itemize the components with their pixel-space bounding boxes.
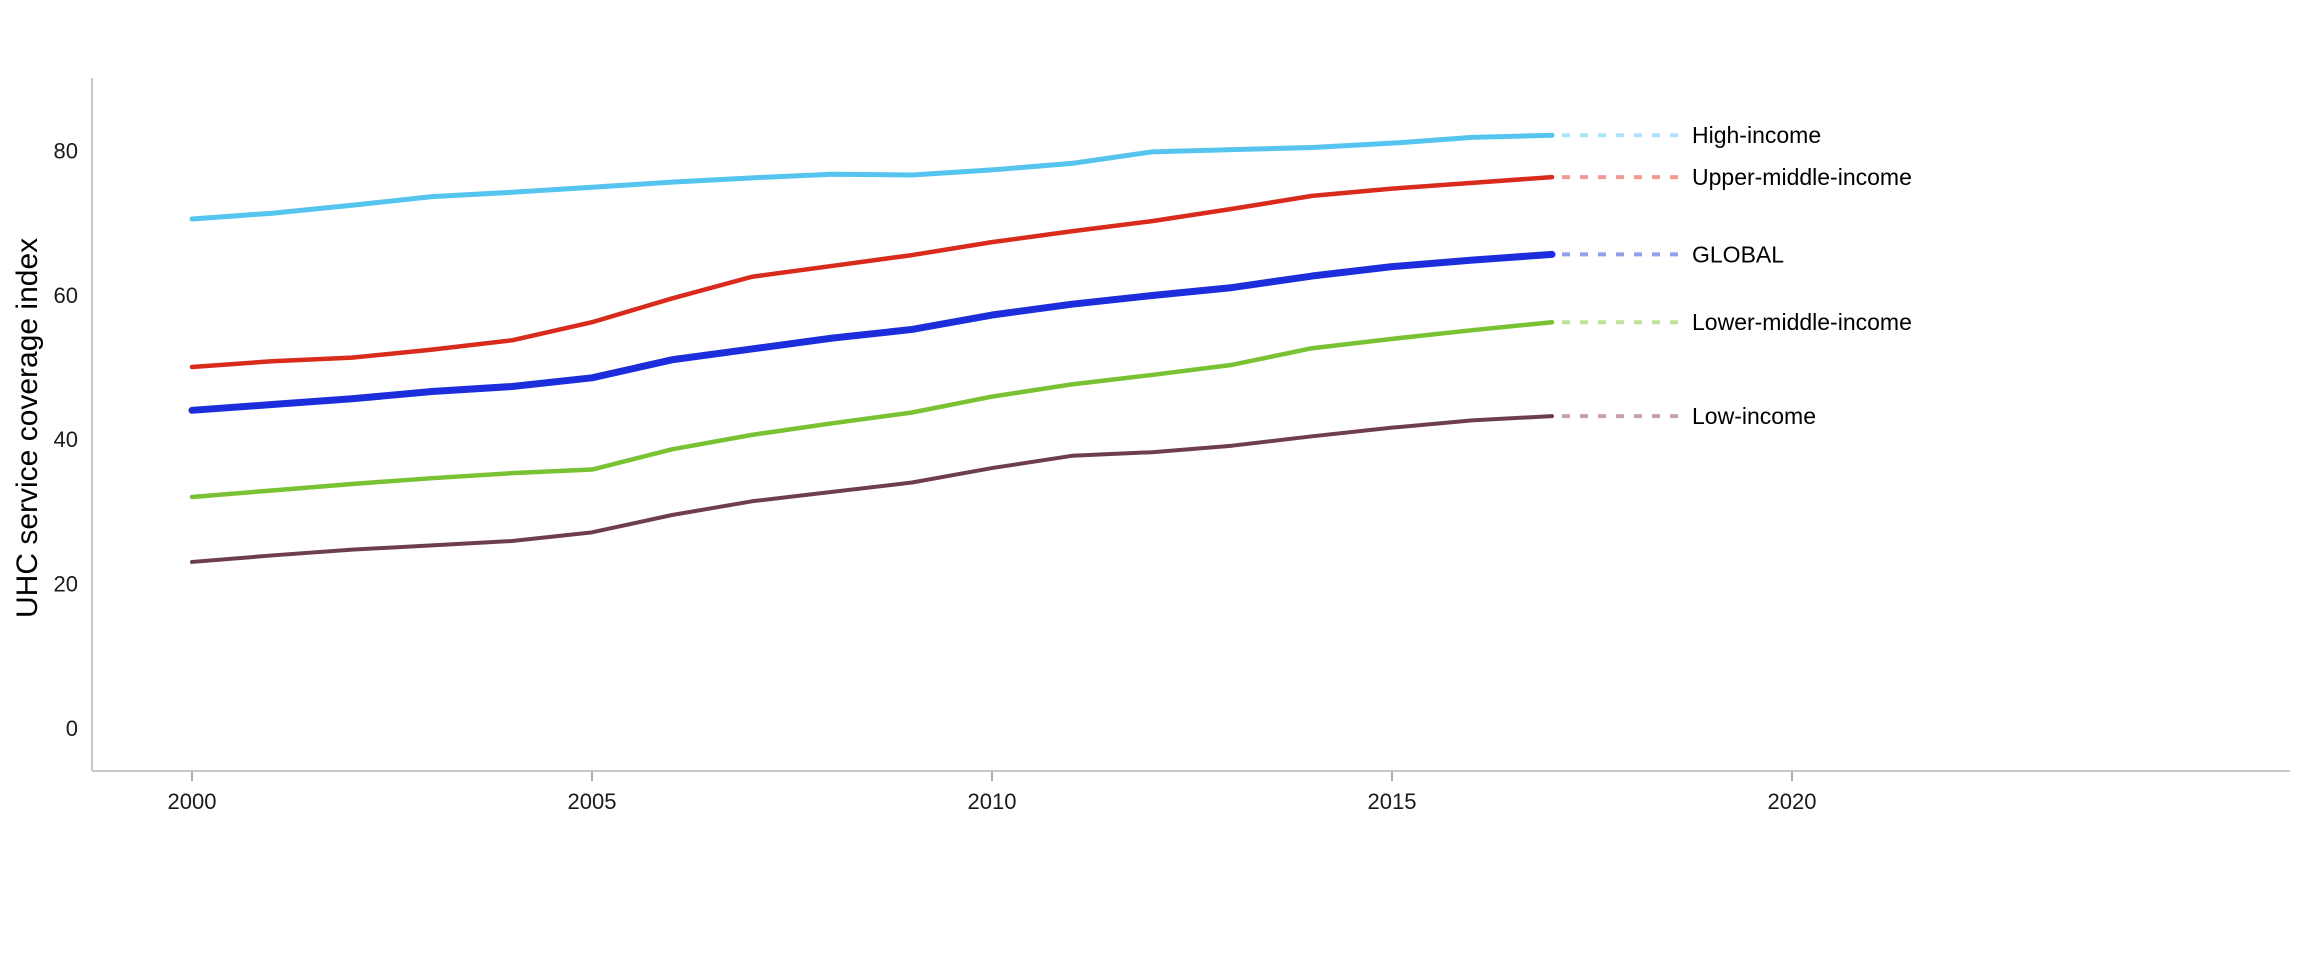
x-tick-label: 2015 xyxy=(1368,789,1417,814)
line-high-income xyxy=(189,132,1555,222)
series-label-lower-middle-income: Lower-middle-income xyxy=(1692,309,1912,335)
series-label-global: GLOBAL xyxy=(1692,241,1784,267)
y-tick-label: 20 xyxy=(54,572,78,597)
y-tick-label: 0 xyxy=(66,716,78,741)
y-tick-label: 80 xyxy=(54,138,78,163)
series-label-low-income: Low-income xyxy=(1692,403,1816,429)
line-lower-middle-income xyxy=(189,319,1555,500)
y-axis-title: UHC service coverage index xyxy=(11,237,44,619)
x-tick-label: 2005 xyxy=(568,789,617,814)
series-label-high-income: High-income xyxy=(1692,122,1821,148)
line-low-income xyxy=(190,414,1554,564)
y-tick-label: 40 xyxy=(54,427,78,452)
x-tick-label: 2020 xyxy=(1768,789,1817,814)
line-upper-middle-income xyxy=(189,174,1555,370)
y-tick-label: 60 xyxy=(54,283,78,308)
series-label-upper-middle-income: Upper-middle-income xyxy=(1692,164,1912,190)
line-global xyxy=(188,250,1556,414)
x-tick-label: 2000 xyxy=(168,789,217,814)
x-tick-label: 2010 xyxy=(968,789,1017,814)
